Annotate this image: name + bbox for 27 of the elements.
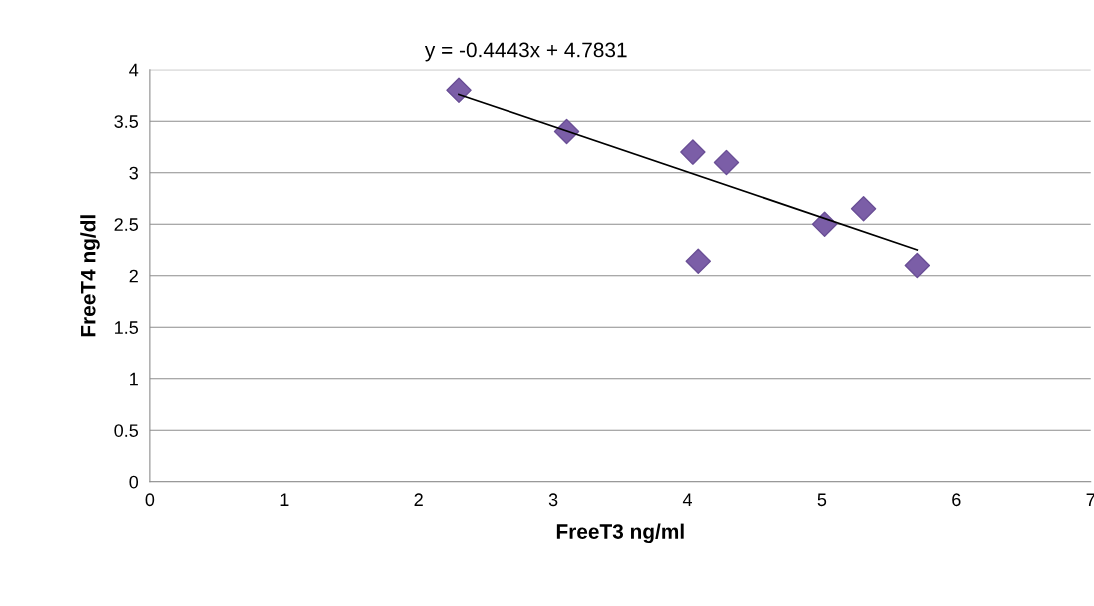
- x-tick-label: 2: [414, 493, 423, 506]
- x-tick-label: 5: [817, 493, 827, 507]
- y-tick-label: 4: [129, 63, 139, 77]
- x-tick-label: 1: [280, 493, 289, 506]
- x-tick-label: 4: [682, 493, 692, 506]
- y-tick-label: 3.5: [114, 115, 139, 128]
- point: [713, 149, 740, 176]
- y-tick-label: 1: [130, 372, 138, 386]
- point: [811, 211, 838, 237]
- y-axis-title: FreeT4 ng/dl: [80, 215, 100, 337]
- x-tick-label: 7: [1086, 493, 1094, 506]
- point: [680, 139, 706, 165]
- y-tick-label: 0: [129, 475, 139, 489]
- point: [685, 248, 711, 275]
- x-axis-title: FreeT3 ng/ml: [556, 523, 684, 544]
- y-tick-label: 0.5: [114, 424, 139, 437]
- point: [904, 252, 931, 279]
- y-tick-label: 3: [129, 166, 138, 180]
- y-tick-label: 1.5: [115, 321, 139, 334]
- y-tick-label: 2.5: [114, 218, 139, 231]
- point: [850, 196, 877, 222]
- x-tick-label: 0: [145, 493, 155, 507]
- x-tick-label: 3: [548, 493, 558, 507]
- point: [446, 77, 472, 104]
- y-tick-label: 2: [129, 269, 138, 283]
- x-tick-label: 6: [952, 493, 961, 507]
- text: y = -0.4443x + 4.7831: [424, 42, 627, 62]
